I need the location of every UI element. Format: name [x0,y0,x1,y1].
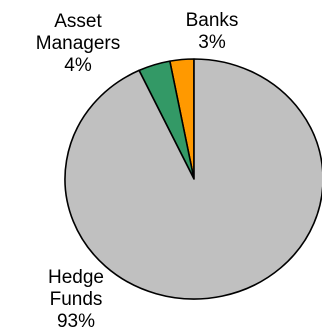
pie-category-label: Asset [54,11,102,32]
pie-value-label: 93% [57,311,95,332]
pie-category-label: Hedge [48,267,104,288]
pie-value-label: 4% [64,55,92,76]
pie-label-banks: Banks 3% [186,10,239,53]
pie-category-label: Managers [36,33,121,54]
pie-category-label: Funds [50,289,103,310]
pie-slices [64,58,322,300]
pie-slice-hedge-funds [64,58,322,300]
pie-label-hedge-funds: Hedge Funds 93% [48,267,104,332]
pie-category-label: Banks [186,10,239,31]
pie-value-label: 3% [198,32,226,53]
pie-labels: Banks 3% Asset Managers 4% Hedge Funds 93% [36,10,239,332]
pie-label-asset-managers: Asset Managers 4% [36,11,121,76]
